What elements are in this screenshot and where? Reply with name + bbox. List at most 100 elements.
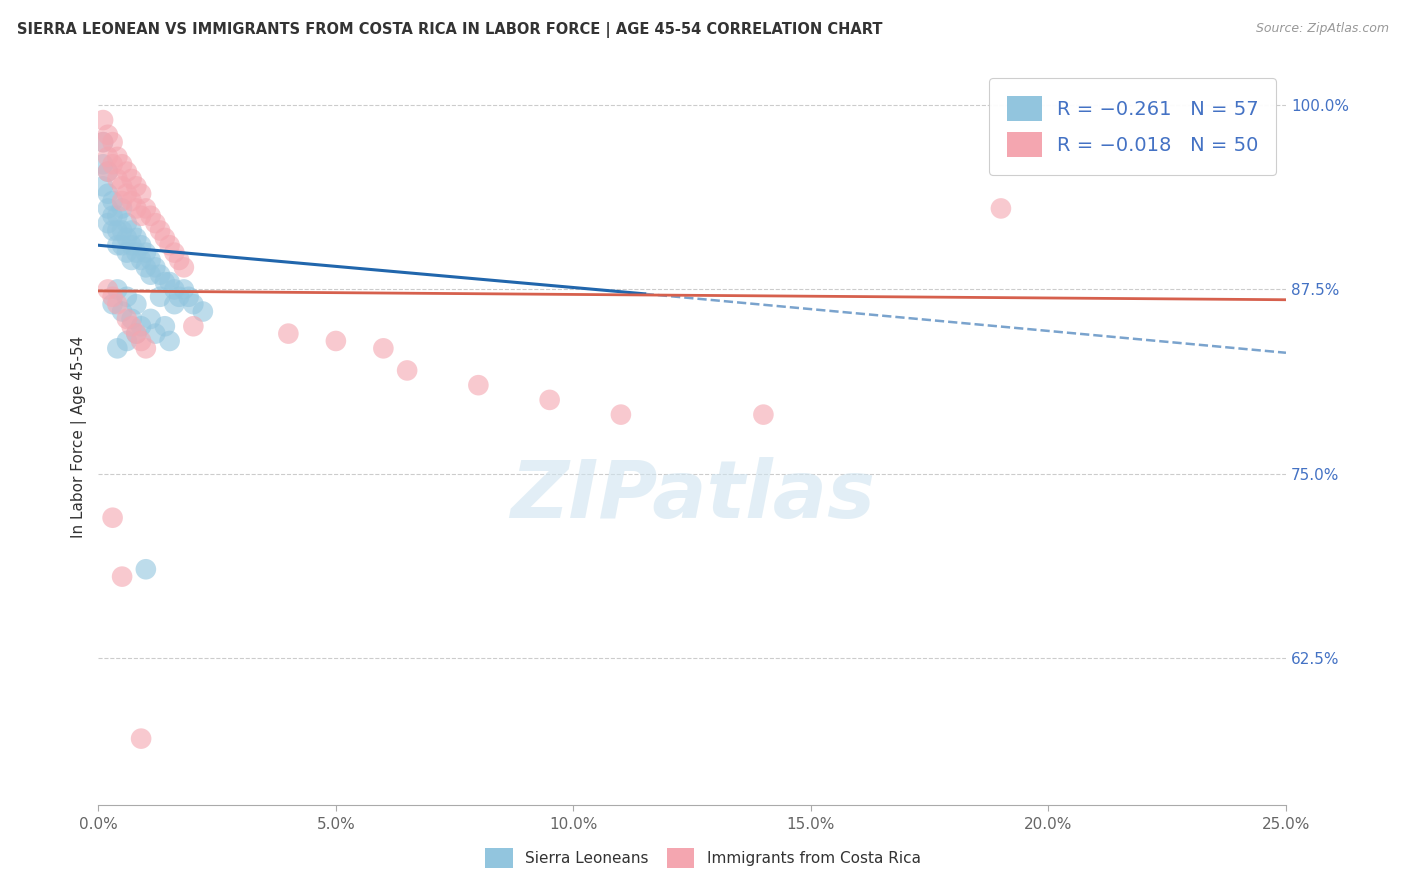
Point — [129, 731, 152, 746]
Point — [105, 209, 128, 223]
Point — [125, 326, 148, 341]
Point — [163, 282, 186, 296]
Point — [129, 334, 152, 348]
Legend: R = −0.261   N = 57, R = −0.018   N = 50: R = −0.261 N = 57, R = −0.018 N = 50 — [988, 78, 1277, 175]
Point — [135, 245, 157, 260]
Point — [159, 334, 181, 348]
Point — [97, 282, 120, 296]
Point — [135, 562, 157, 576]
Point — [97, 128, 120, 142]
Point — [115, 245, 138, 260]
Point — [373, 342, 395, 356]
Point — [91, 135, 114, 149]
Point — [101, 223, 124, 237]
Point — [121, 238, 143, 252]
Point — [115, 290, 138, 304]
Point — [111, 179, 134, 194]
Point — [111, 238, 134, 252]
Point — [149, 268, 172, 282]
Point — [121, 223, 143, 237]
Point — [115, 231, 138, 245]
Legend: Sierra Leoneans, Immigrants from Costa Rica: Sierra Leoneans, Immigrants from Costa R… — [478, 840, 928, 875]
Point — [101, 290, 124, 304]
Point — [163, 245, 186, 260]
Point — [129, 209, 152, 223]
Point — [121, 172, 143, 186]
Y-axis label: In Labor Force | Age 45-54: In Labor Force | Age 45-54 — [72, 335, 87, 538]
Point — [101, 209, 124, 223]
Point — [111, 202, 134, 216]
Point — [277, 326, 299, 341]
Point — [183, 297, 205, 311]
Point — [111, 223, 134, 237]
Point — [135, 342, 157, 356]
Point — [91, 179, 114, 194]
Point — [121, 194, 143, 208]
Point — [135, 260, 157, 275]
Point — [121, 311, 143, 326]
Text: ZIPatlas: ZIPatlas — [509, 457, 875, 534]
Point — [111, 194, 134, 208]
Point — [105, 172, 128, 186]
Point — [153, 319, 176, 334]
Point — [183, 319, 205, 334]
Point — [115, 164, 138, 178]
Point — [111, 304, 134, 318]
Point — [153, 231, 176, 245]
Point — [163, 297, 186, 311]
Point — [111, 157, 134, 171]
Point — [97, 164, 120, 178]
Point — [105, 150, 128, 164]
Point — [125, 297, 148, 311]
Point — [125, 245, 148, 260]
Point — [91, 157, 114, 171]
Point — [143, 260, 166, 275]
Point — [149, 290, 172, 304]
Point — [97, 202, 120, 216]
Point — [91, 113, 114, 128]
Point — [105, 342, 128, 356]
Point — [115, 311, 138, 326]
Point — [115, 186, 138, 201]
Point — [143, 216, 166, 230]
Point — [139, 268, 162, 282]
Point — [177, 290, 200, 304]
Point — [101, 135, 124, 149]
Point — [467, 378, 489, 392]
Point — [159, 275, 181, 289]
Point — [111, 569, 134, 583]
Point — [101, 510, 124, 524]
Point — [396, 363, 419, 377]
Point — [139, 209, 162, 223]
Point — [125, 202, 148, 216]
Point — [173, 260, 195, 275]
Point — [115, 216, 138, 230]
Point — [101, 157, 124, 171]
Point — [153, 275, 176, 289]
Point — [129, 186, 152, 201]
Point — [990, 202, 1012, 216]
Point — [610, 408, 633, 422]
Text: Source: ZipAtlas.com: Source: ZipAtlas.com — [1256, 22, 1389, 36]
Point — [325, 334, 347, 348]
Point — [121, 252, 143, 267]
Point — [97, 164, 120, 178]
Point — [101, 297, 124, 311]
Point — [97, 150, 120, 164]
Point — [91, 135, 114, 149]
Point — [97, 186, 120, 201]
Point — [167, 252, 190, 267]
Point — [752, 408, 775, 422]
Point — [149, 223, 172, 237]
Text: SIERRA LEONEAN VS IMMIGRANTS FROM COSTA RICA IN LABOR FORCE | AGE 45-54 CORRELAT: SIERRA LEONEAN VS IMMIGRANTS FROM COSTA … — [17, 22, 883, 38]
Point — [105, 238, 128, 252]
Point — [101, 194, 124, 208]
Point — [97, 216, 120, 230]
Point — [191, 304, 214, 318]
Point — [105, 297, 128, 311]
Point — [121, 319, 143, 334]
Point — [139, 252, 162, 267]
Point — [125, 231, 148, 245]
Point — [129, 252, 152, 267]
Point — [167, 290, 190, 304]
